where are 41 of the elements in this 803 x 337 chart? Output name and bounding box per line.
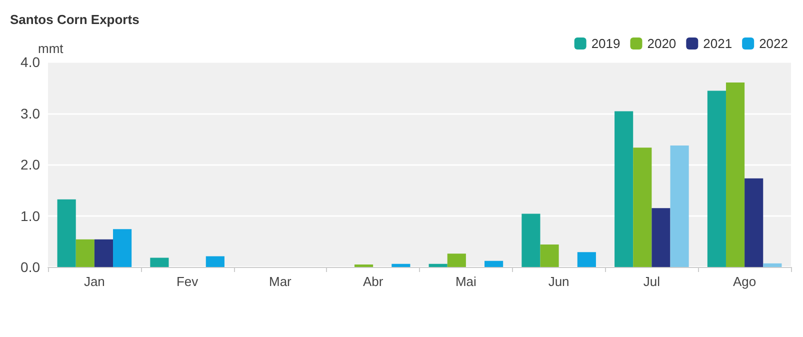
bar	[57, 199, 76, 267]
bar	[522, 214, 540, 267]
x-tick-label: Jan	[84, 274, 105, 289]
bar	[447, 254, 466, 267]
bar	[540, 244, 559, 267]
legend-label: 2019	[591, 36, 620, 51]
bar	[633, 148, 652, 267]
bar	[94, 239, 114, 267]
bar	[428, 264, 448, 267]
bar	[76, 239, 94, 267]
x-tick-label: Abr	[362, 274, 384, 289]
bar	[206, 256, 224, 267]
legend-label: 2020	[647, 36, 676, 51]
y-axis-title: mmt	[38, 41, 64, 56]
y-tick-label: 3.0	[20, 105, 40, 122]
bar	[670, 146, 689, 267]
bar	[392, 264, 410, 267]
y-tick-label: 1.0	[20, 208, 40, 224]
bar	[763, 263, 782, 267]
bar	[707, 90, 726, 267]
bar	[652, 208, 670, 267]
bar	[484, 260, 504, 267]
legend-label: 2021	[703, 36, 732, 51]
x-tick-label: Mar	[268, 274, 292, 289]
bar	[150, 258, 169, 267]
y-tick-label: 0.0	[20, 259, 40, 275]
chart-title: Santos Corn Exports	[10, 12, 140, 27]
bar	[726, 82, 745, 267]
legend-label: 2022	[759, 36, 788, 51]
bar	[354, 264, 374, 267]
y-tick-label: 2.0	[20, 156, 40, 172]
bar	[113, 229, 132, 267]
bar	[577, 252, 596, 267]
x-tick-label: Ago	[732, 274, 756, 289]
bar	[614, 111, 634, 267]
x-tick-label: Mai	[455, 274, 477, 289]
bar	[744, 178, 764, 267]
x-tick-label: Fev	[176, 274, 199, 289]
x-tick-label: Jun	[548, 274, 570, 289]
x-tick-label: Jul	[643, 274, 660, 289]
y-tick-label: 4.0	[20, 54, 40, 70]
